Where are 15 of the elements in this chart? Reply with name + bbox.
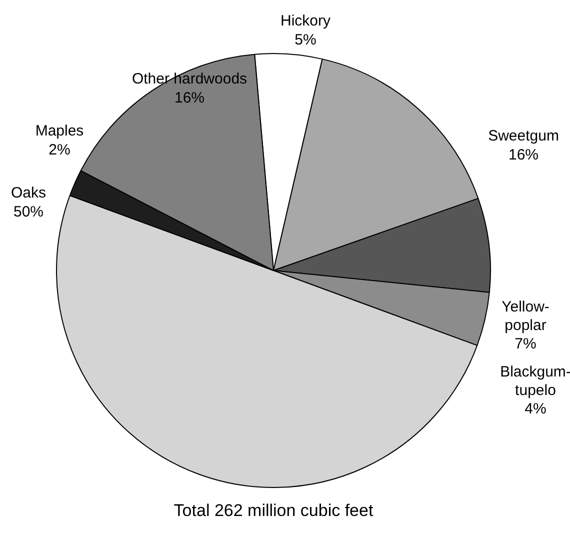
slice-label: Sweetgum: [488, 128, 559, 145]
data-label: 16%: [508, 146, 539, 164]
slice-label: Maples: [35, 122, 84, 140]
data-label: 5%: [294, 31, 316, 48]
data-label: 7%: [514, 336, 536, 353]
data-label: 4%: [524, 400, 546, 418]
slice-label: Hickory: [280, 12, 331, 30]
slice-label: Oaks: [10, 184, 46, 202]
slice-label: Other hardwoods: [132, 70, 248, 88]
slice-label: Blackgum-tupelo: [500, 363, 570, 399]
data-label: 16%: [174, 89, 205, 106]
data-label: 50%: [13, 203, 44, 220]
data-label: 2%: [48, 141, 70, 158]
slice-label: Yellow-poplar: [502, 298, 550, 334]
text: Total 262 million cubic feet: [174, 501, 374, 520]
